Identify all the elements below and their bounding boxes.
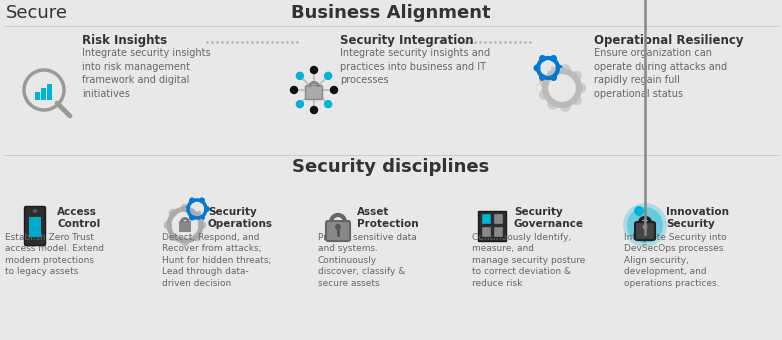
Circle shape <box>551 75 556 80</box>
FancyBboxPatch shape <box>306 85 322 100</box>
Text: Security
Operations: Security Operations <box>208 207 273 230</box>
FancyBboxPatch shape <box>493 226 503 237</box>
Circle shape <box>540 75 545 80</box>
Circle shape <box>310 67 317 73</box>
Text: Operational Resiliency: Operational Resiliency <box>594 34 744 47</box>
Circle shape <box>540 77 549 86</box>
Circle shape <box>164 221 171 228</box>
Circle shape <box>634 206 644 216</box>
Circle shape <box>335 224 341 230</box>
Circle shape <box>185 207 189 211</box>
Circle shape <box>205 207 210 211</box>
Circle shape <box>190 198 194 203</box>
Circle shape <box>199 216 204 220</box>
FancyBboxPatch shape <box>635 222 655 240</box>
Circle shape <box>556 65 561 71</box>
Text: Integrate security insights
into risk management
framework and digital
initiativ: Integrate security insights into risk ma… <box>82 48 210 99</box>
Circle shape <box>572 71 581 80</box>
Circle shape <box>576 84 586 92</box>
Circle shape <box>548 67 557 76</box>
Circle shape <box>190 216 194 220</box>
Circle shape <box>296 101 303 108</box>
FancyBboxPatch shape <box>41 88 45 100</box>
FancyBboxPatch shape <box>478 211 506 241</box>
Circle shape <box>170 209 177 217</box>
Circle shape <box>181 238 188 245</box>
Text: Protect sensitive data
and systems.
Continuously
discover, classify &
secure ass: Protect sensitive data and systems. Cont… <box>318 233 417 288</box>
Circle shape <box>534 65 540 71</box>
Circle shape <box>331 86 338 94</box>
Circle shape <box>627 207 663 243</box>
Circle shape <box>561 102 570 111</box>
Text: Risk Insights: Risk Insights <box>82 34 167 47</box>
FancyBboxPatch shape <box>493 213 503 224</box>
FancyBboxPatch shape <box>46 84 52 100</box>
Circle shape <box>325 72 332 79</box>
Circle shape <box>195 206 199 211</box>
Circle shape <box>561 65 570 74</box>
Text: Business Alignment: Business Alignment <box>291 4 491 22</box>
Text: Integrate security insights and
practices into business and IT
processes: Integrate security insights and practice… <box>340 48 490 85</box>
FancyBboxPatch shape <box>481 226 491 237</box>
Circle shape <box>548 100 557 109</box>
Circle shape <box>181 204 188 211</box>
Circle shape <box>325 101 332 108</box>
Text: Detect, Respond, and
Recover from attacks;
Hunt for hidden threats;
Lead through: Detect, Respond, and Recover from attack… <box>162 233 271 288</box>
Text: Establish Zero Trust
access model. Extend
modern protections
to legacy assets: Establish Zero Trust access model. Exten… <box>5 233 104 276</box>
Circle shape <box>310 106 317 114</box>
Circle shape <box>34 209 37 212</box>
Circle shape <box>199 221 206 228</box>
FancyBboxPatch shape <box>24 206 45 245</box>
Text: Security
Governance: Security Governance <box>514 207 584 230</box>
Circle shape <box>290 86 297 94</box>
FancyBboxPatch shape <box>179 221 191 232</box>
Circle shape <box>551 56 556 61</box>
Text: Innovation
Security: Innovation Security <box>666 207 729 230</box>
Text: Integrate Security into
DevSecOps processes.
Align security,
development, and
op: Integrate Security into DevSecOps proces… <box>624 233 726 288</box>
FancyBboxPatch shape <box>481 213 491 224</box>
Circle shape <box>296 72 303 79</box>
Circle shape <box>545 65 551 71</box>
Circle shape <box>623 203 667 247</box>
Text: Secure: Secure <box>6 4 68 22</box>
Text: Security Integration: Security Integration <box>340 34 474 47</box>
FancyBboxPatch shape <box>326 221 350 241</box>
Text: Security disciplines: Security disciplines <box>292 158 490 176</box>
FancyBboxPatch shape <box>29 217 41 237</box>
Circle shape <box>557 83 567 93</box>
FancyBboxPatch shape <box>34 92 40 100</box>
Circle shape <box>193 209 200 217</box>
Circle shape <box>540 90 549 99</box>
Circle shape <box>193 234 200 240</box>
Circle shape <box>572 96 581 105</box>
Text: Asset
Protection: Asset Protection <box>357 207 418 230</box>
Circle shape <box>199 198 204 203</box>
Circle shape <box>643 224 647 230</box>
Circle shape <box>540 56 545 61</box>
Circle shape <box>170 234 177 240</box>
Text: Access
Control: Access Control <box>57 207 100 230</box>
Text: Continuously Identify,
measure, and
manage security posture
to correct deviation: Continuously Identify, measure, and mana… <box>472 233 586 288</box>
Text: Ensure organization can
operate during attacks and
rapidly regain full
operation: Ensure organization can operate during a… <box>594 48 727 99</box>
